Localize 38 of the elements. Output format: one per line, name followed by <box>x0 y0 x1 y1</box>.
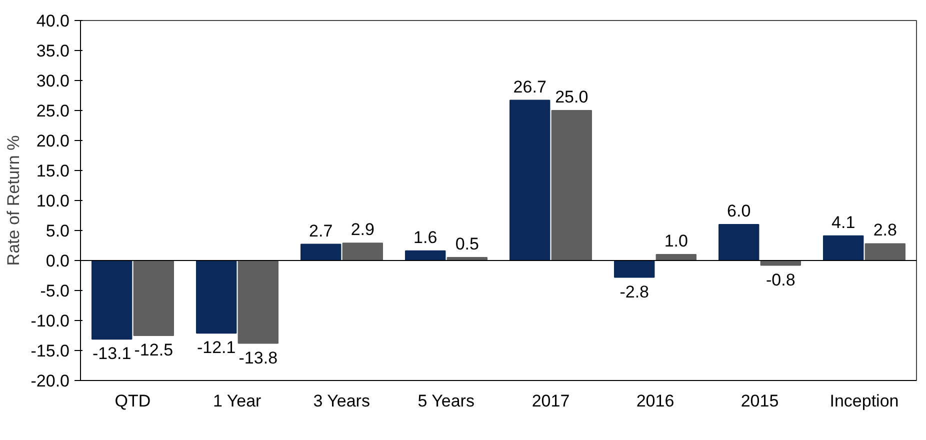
x-tick-label: 3 Years <box>313 392 370 410</box>
x-tick-label: 1 Year <box>212 392 262 410</box>
data-label: -0.8 <box>766 270 796 290</box>
x-tick-label: 2016 <box>636 392 674 410</box>
data-label: 2.7 <box>309 221 333 240</box>
x-tick-label: 2015 <box>740 392 779 410</box>
data-label: 2.9 <box>350 220 374 240</box>
data-label: 4.1 <box>832 212 856 232</box>
y-tick-label: 0.0 <box>46 252 70 270</box>
y-tick-label: 40.0 <box>36 12 70 30</box>
y-tick-label: -10.0 <box>30 312 70 330</box>
data-label: 26.7 <box>513 77 546 96</box>
data-label: 2.8 <box>873 220 897 240</box>
data-label: -13.8 <box>238 348 278 368</box>
data-label: -12.5 <box>134 340 174 360</box>
data-label: 0.5 <box>455 234 479 254</box>
y-tick-label: 35.0 <box>36 42 70 60</box>
data-label: -2.8 <box>620 282 649 302</box>
data-label: 1.0 <box>664 232 688 250</box>
y-tick-label: -15.0 <box>30 342 70 360</box>
y-tick-label: 25.0 <box>36 102 70 120</box>
y-tick-label: 20.0 <box>36 132 70 150</box>
data-label: 25.0 <box>555 88 588 106</box>
y-tick-label: 15.0 <box>36 162 70 180</box>
data-label: 1.6 <box>414 228 438 247</box>
y-tick-label: -20.0 <box>30 372 70 390</box>
y-tick-label: 10.0 <box>36 192 70 210</box>
y-axis-title: Rate of Return % <box>4 135 23 266</box>
x-tick-label: QTD <box>114 392 151 410</box>
y-tick-label: 5.0 <box>46 222 70 240</box>
y-tick-label: -5.0 <box>40 282 70 300</box>
x-tick-label: 2017 <box>532 392 570 410</box>
y-tick-label: 30.0 <box>36 72 70 90</box>
x-tick-label: Inception <box>830 392 899 410</box>
x-tick-label: 5 Years <box>418 392 474 410</box>
data-label: -13.1 <box>92 344 132 364</box>
data-label: -12.1 <box>196 338 236 358</box>
data-label: 6.0 <box>727 202 751 220</box>
